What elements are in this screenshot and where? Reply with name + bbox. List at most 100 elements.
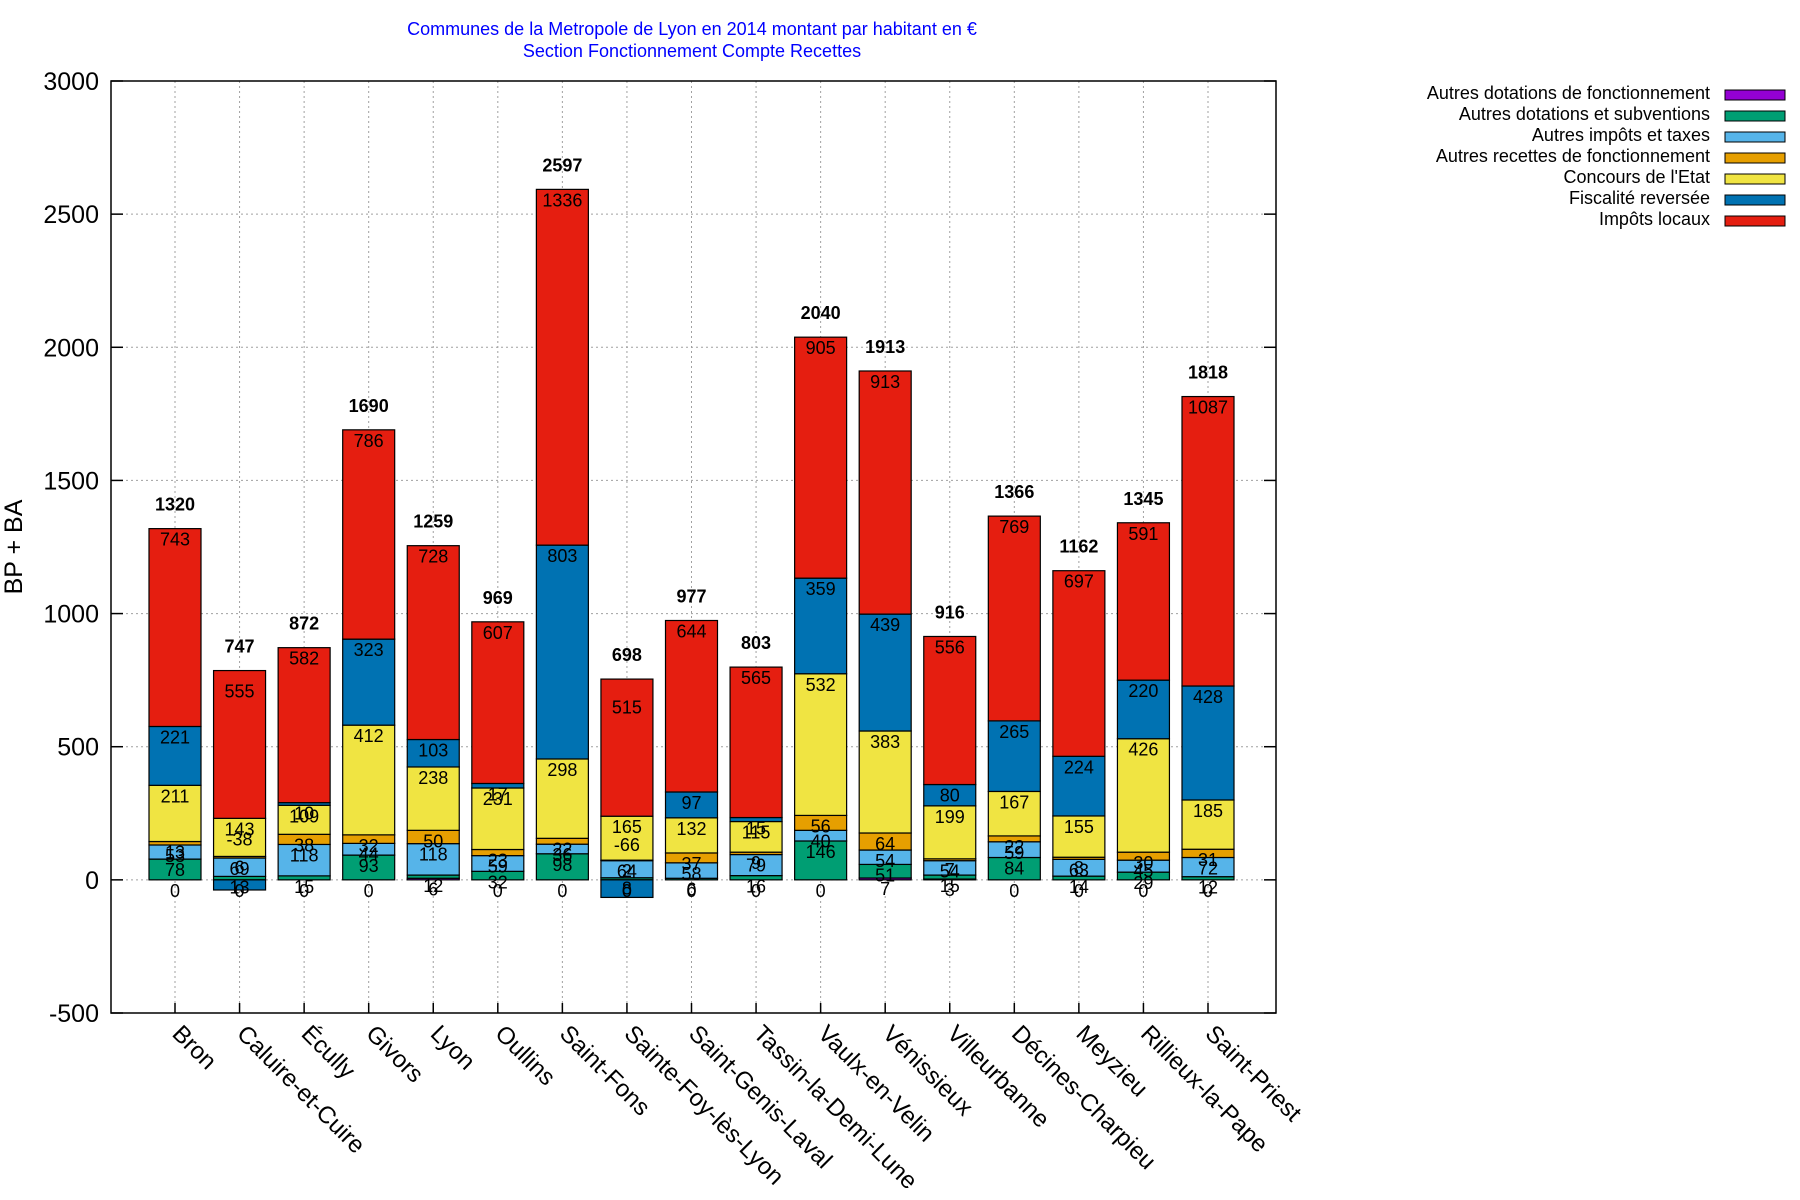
- total-value-label: 872: [289, 614, 319, 634]
- bar-segment: [1181, 685, 1235, 801]
- segment-value-label: 0: [751, 881, 761, 901]
- segment-value-label: 103: [418, 741, 448, 761]
- segment-value-label: 15: [294, 877, 314, 897]
- segment-value-label: 211: [161, 786, 190, 806]
- legend-label: Autres recettes de fonctionnement: [1436, 146, 1710, 166]
- segment-value-label: 64: [617, 862, 637, 882]
- legend-label: Fiscalité reversée: [1569, 188, 1710, 208]
- bar-segment: [1116, 738, 1171, 853]
- bar-segment: [406, 766, 460, 831]
- segment-value-label: 22: [552, 839, 572, 859]
- bar-segment: [277, 647, 331, 804]
- segment-value-label: 115: [742, 823, 771, 843]
- segment-value-label: 428: [1193, 687, 1223, 707]
- segment-value-label: 51: [875, 865, 895, 885]
- segment-value-label: 8: [1074, 858, 1084, 878]
- segment-value-label: 0: [170, 881, 180, 901]
- segment-value-label: 582: [289, 649, 319, 669]
- segment-value-label: 0: [1138, 881, 1148, 901]
- segment-value-label: 118: [419, 845, 448, 865]
- bar-segment: [794, 673, 848, 817]
- segment-value-label: 238: [418, 768, 448, 788]
- bar-segment: [342, 854, 396, 881]
- segment-value-label: 905: [806, 338, 836, 358]
- segment-value-label: 59: [1004, 843, 1024, 863]
- segment-value-label: 0: [493, 881, 503, 901]
- segment-value-label: 56: [811, 816, 831, 836]
- bar-segment: [1181, 395, 1235, 687]
- segment-value-label: 6: [428, 879, 438, 899]
- legend-swatch: [1724, 173, 1786, 185]
- segment-value-label: 30: [1133, 853, 1153, 873]
- segment-value-label: 265: [999, 722, 1029, 742]
- y-axis-label: BP + BA: [0, 499, 28, 594]
- segment-value-label: 58: [681, 864, 701, 884]
- bar-segment: [858, 613, 912, 732]
- total-value-label: 2597: [542, 155, 582, 175]
- legend-swatch: [1724, 131, 1786, 143]
- segment-value-label: 31: [1198, 850, 1218, 870]
- segment-value-label: 146: [806, 842, 836, 862]
- segment-value-label: 0: [1074, 881, 1084, 901]
- segment-value-label: 29: [1133, 873, 1153, 893]
- segment-value-label: 10: [294, 804, 314, 824]
- segment-value-label: 1087: [1188, 398, 1228, 418]
- x-tick-label: Oullins: [490, 1020, 561, 1091]
- total-value-label: 1690: [349, 396, 389, 416]
- total-value-label: 1345: [1123, 489, 1163, 509]
- segment-value-label: 8: [622, 879, 632, 899]
- segment-value-label: 220: [1128, 681, 1158, 701]
- segment-value-label: 16: [746, 877, 766, 897]
- segment-value-label: 22: [1004, 837, 1024, 857]
- legend-swatch: [1724, 194, 1786, 206]
- segment-value-label: 13: [230, 877, 250, 897]
- segment-value-label: 565: [741, 668, 771, 688]
- segment-value-label: 697: [1064, 572, 1094, 592]
- bar-segment: [1052, 815, 1106, 858]
- legend-label: Autres impôts et taxes: [1532, 125, 1710, 145]
- bar-segment: [277, 804, 331, 835]
- segment-value-label: 54: [875, 851, 895, 871]
- segment-value-label: 44: [359, 844, 379, 864]
- segment-value-label: 165: [612, 817, 642, 837]
- segment-value-label: 185: [1193, 801, 1223, 821]
- total-value-label: 803: [741, 633, 771, 653]
- segment-value-label: 607: [483, 623, 513, 643]
- legend-swatch: [1724, 152, 1786, 164]
- bar-segment: [858, 730, 912, 834]
- segment-value-label: 23: [488, 851, 508, 871]
- segment-value-label: 69: [230, 859, 250, 879]
- bar-segment: [342, 724, 396, 836]
- segment-value-label: 0: [1203, 881, 1213, 901]
- segment-value-label: 0: [364, 881, 374, 901]
- bar-segment: [148, 784, 202, 843]
- legend-label: Impôts locaux: [1599, 209, 1710, 229]
- segment-value-label: 383: [870, 732, 900, 752]
- bar-segment: [1052, 755, 1106, 817]
- x-tick-label: Givors: [360, 1020, 428, 1088]
- segment-value-label: 167: [999, 792, 1029, 812]
- data-labels: 07853132112217431320013696143-3855574701…: [155, 155, 1228, 900]
- segment-value-label: 323: [354, 640, 384, 660]
- segment-value-label: 38: [294, 835, 314, 855]
- chart-title: Communes de la Metropole de Lyon en 2014…: [407, 19, 977, 39]
- segment-value-label: 0: [1009, 881, 1019, 901]
- bar-segment: [212, 817, 267, 858]
- segment-value-label: 109: [289, 806, 319, 826]
- bar-segment: [987, 515, 1041, 722]
- segment-value-label: 97: [681, 793, 701, 813]
- segment-value-label: 98: [552, 855, 572, 875]
- total-value-label: 747: [225, 637, 255, 657]
- plot-frame: [110, 80, 1277, 1014]
- segment-value-label: 3: [945, 880, 955, 900]
- segment-value-label: 0: [622, 881, 632, 901]
- legend-swatch: [1724, 215, 1786, 227]
- x-tick-label: Bron: [167, 1020, 222, 1075]
- bar-segment: [212, 879, 267, 891]
- segment-value-label: 45: [1133, 861, 1153, 881]
- segment-value-label: 7: [945, 860, 955, 880]
- segment-value-label: 298: [547, 760, 577, 780]
- bar-segment: [342, 429, 396, 640]
